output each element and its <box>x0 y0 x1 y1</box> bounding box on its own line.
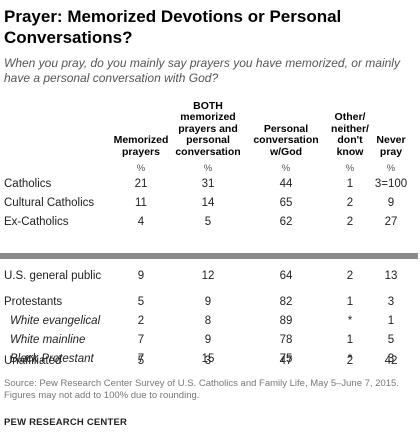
table-cell: 1 <box>346 296 354 308</box>
chart-subtitle: When you pray, do you mainly say prayers… <box>4 56 400 85</box>
row-label: Catholics <box>4 178 52 190</box>
separator-bar <box>0 253 418 259</box>
unit-label: % <box>345 163 355 174</box>
table-cell: 11 <box>135 197 147 209</box>
table-cell: 3=100 <box>374 178 408 190</box>
brand-label: PEW RESEARCH CENTER <box>4 417 128 428</box>
table-cell: 9 <box>137 270 145 282</box>
table-cell: 3 <box>204 355 212 367</box>
table-cell: 3 <box>387 296 395 308</box>
table-cell: 15 <box>201 353 215 365</box>
table-cell: 1 <box>387 315 395 327</box>
table-cell: 3 <box>387 353 395 365</box>
row-label: Ex-Catholics <box>4 216 69 228</box>
unit-label: % <box>281 163 291 174</box>
table-cell: 2 <box>346 270 354 282</box>
table-cell: 13 <box>384 270 398 282</box>
table-cell: 5 <box>387 334 395 346</box>
table-cell: 5 <box>137 296 145 308</box>
table-cell: 2 <box>346 216 354 228</box>
table-cell: 8 <box>204 315 212 327</box>
table-cell: 5 <box>204 216 212 228</box>
row-label: White evangelical <box>10 315 101 327</box>
table-cell: 12 <box>201 270 215 282</box>
row-label: White mainline <box>10 334 86 346</box>
column-header-4: Other/neither/don't know <box>331 111 369 158</box>
unit-label: % <box>386 163 396 174</box>
row-label: Cultural Catholics <box>4 197 95 209</box>
table-cell: 75 <box>279 353 293 365</box>
table-cell: 2 <box>346 197 354 209</box>
column-header-2: BOTH memorized prayers and personal conversa… <box>175 99 241 158</box>
table-cell: 9 <box>204 296 212 308</box>
table-cell: 27 <box>384 216 398 228</box>
table-cell: 42 <box>384 355 398 367</box>
table-cell: 47 <box>279 355 293 367</box>
unit-label: % <box>136 163 146 174</box>
table-cell: 1 <box>346 334 354 346</box>
table-cell: 44 <box>279 178 293 190</box>
table-cell: 4 <box>137 216 145 228</box>
row-label: Black Protestant <box>10 353 94 365</box>
table-cell: 65 <box>279 197 293 209</box>
row-label: Protestants <box>4 296 63 308</box>
table-cell: 64 <box>279 270 293 282</box>
table-cell: 78 <box>279 334 293 346</box>
unit-label: % <box>203 163 213 174</box>
table-cell: 7 <box>137 334 145 346</box>
table-cell: * <box>347 353 353 365</box>
table-cell: 2 <box>346 355 354 367</box>
table-cell: 62 <box>279 216 293 228</box>
table-cell: 31 <box>201 178 215 190</box>
table-cell: 9 <box>387 197 395 209</box>
table-cell: 9 <box>204 334 212 346</box>
source-note: Source: Pew Research Center Survey of U.… <box>4 378 399 389</box>
row-label: U.S. general public <box>4 270 102 282</box>
row-label: Unaffiliated <box>4 355 62 367</box>
table-cell: 1 <box>346 178 354 190</box>
table-cell: 5 <box>137 355 145 367</box>
table-cell: 2 <box>137 315 145 327</box>
chart-title: Prayer: Memorized Devotions or Personal … <box>4 7 342 47</box>
rounding-note: Figures may not add to 100% due to round… <box>4 390 200 401</box>
table-cell: 82 <box>279 296 293 308</box>
table-cell: 89 <box>279 315 293 327</box>
table-cell: 14 <box>201 197 215 209</box>
column-header-3: Personal conversation w/God <box>253 122 319 158</box>
column-header-5: Never pray <box>376 134 406 158</box>
table-cell: 21 <box>134 178 148 190</box>
column-header-1: Memorized prayers <box>113 134 169 158</box>
table-cell: 7 <box>137 353 145 365</box>
table-cell: * <box>347 315 353 327</box>
